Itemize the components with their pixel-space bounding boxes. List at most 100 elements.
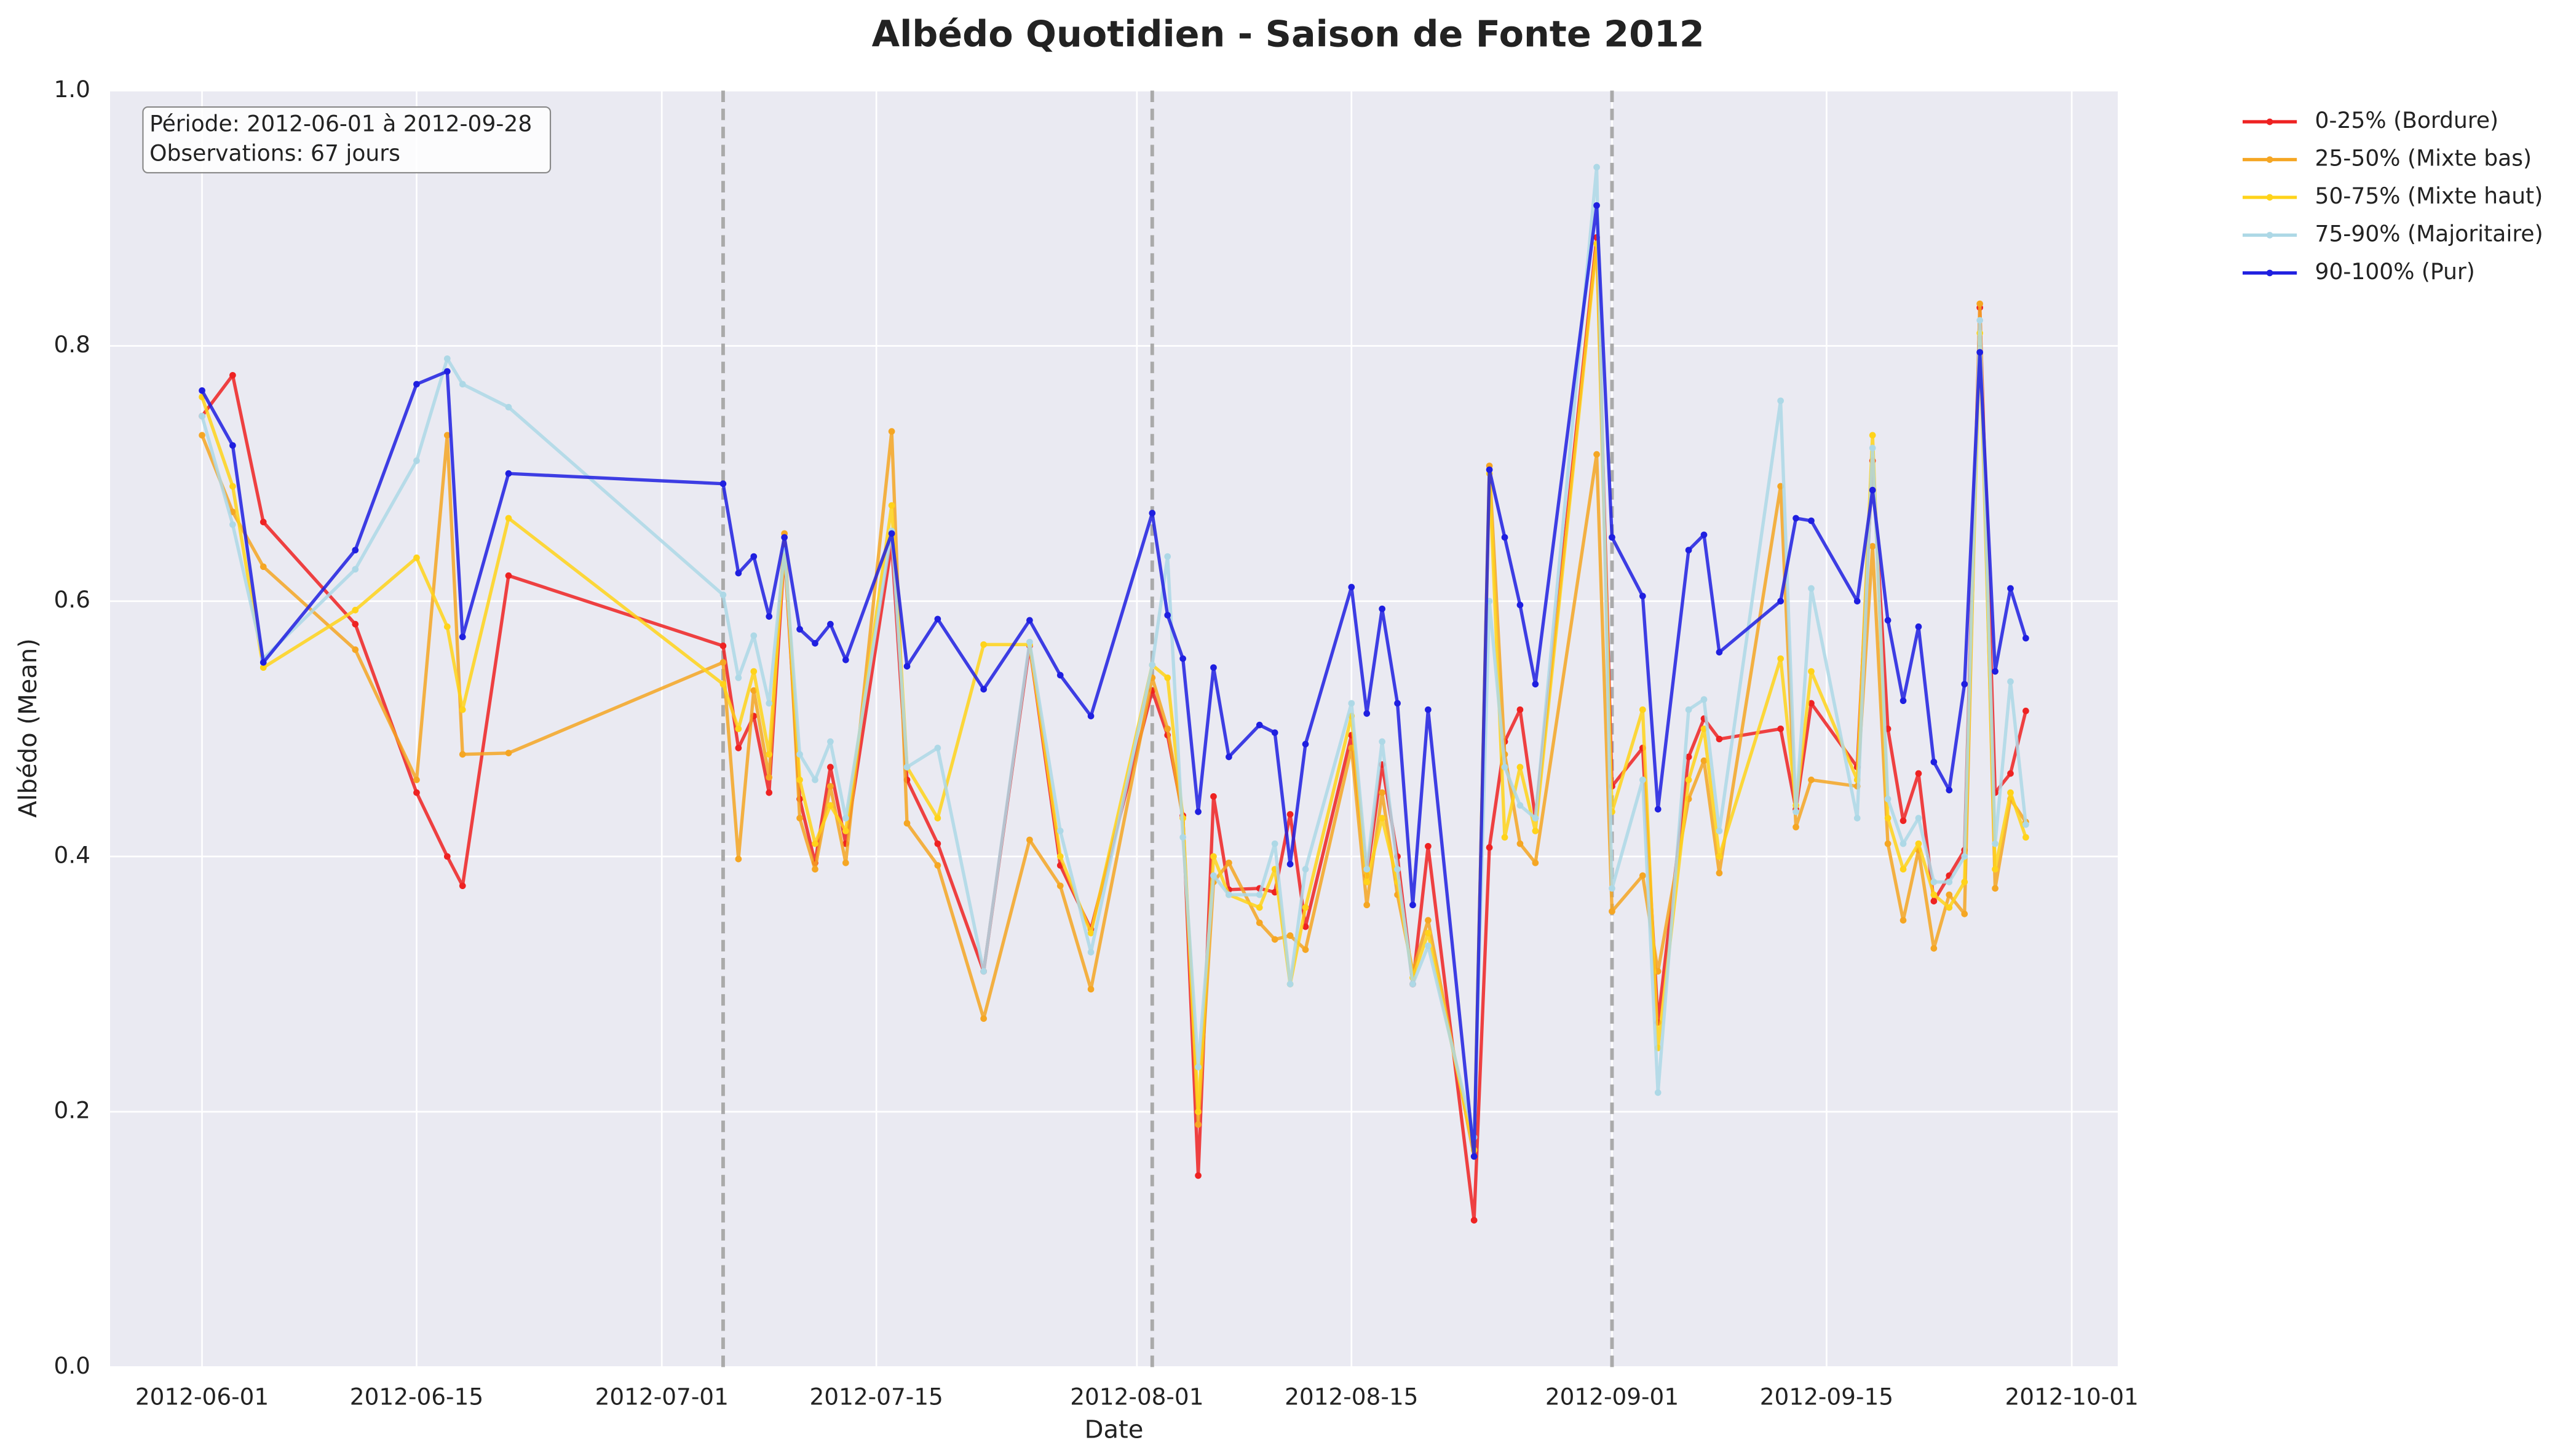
data-point: [259, 664, 267, 671]
data-point: [1915, 840, 1922, 847]
data-point: [1164, 725, 1171, 732]
data-point: [2007, 770, 2014, 777]
data-point: [1915, 770, 1922, 777]
x-tick-label: 2012-06-15: [350, 1383, 483, 1410]
data-point: [413, 457, 420, 464]
data-point: [1379, 815, 1385, 821]
data-point: [1808, 585, 1815, 592]
data-point: [934, 615, 941, 623]
data-point: [1808, 777, 1815, 783]
legend-label: 0-25% (Bordure): [2315, 108, 2499, 133]
data-point: [1793, 823, 1799, 831]
data-point: [1286, 811, 1294, 818]
data-point: [1164, 612, 1171, 619]
legend-marker: [2266, 156, 2273, 163]
data-point: [2022, 635, 2029, 642]
data-point: [1348, 584, 1355, 591]
data-point: [1915, 623, 1922, 630]
data-point: [1685, 547, 1692, 554]
data-point: [1149, 510, 1156, 516]
data-point: [199, 413, 205, 420]
x-tick-label: 2012-06-01: [135, 1383, 269, 1410]
data-point: [750, 668, 758, 675]
data-point: [1271, 936, 1278, 943]
data-point: [1226, 753, 1232, 761]
data-point: [1976, 349, 1983, 356]
data-point: [1302, 740, 1309, 748]
data-point: [1593, 164, 1600, 171]
data-point: [2007, 789, 2014, 796]
legend-label: 75-90% (Majoritaire): [2315, 221, 2543, 247]
data-point: [1026, 638, 1033, 646]
data-point: [1961, 853, 1968, 860]
data-point: [1087, 713, 1095, 719]
data-point: [505, 515, 512, 522]
data-point: [735, 674, 742, 681]
data-point: [1532, 828, 1539, 834]
data-point: [1302, 946, 1309, 953]
data-point: [766, 700, 773, 707]
data-point: [1256, 904, 1263, 911]
data-point: [1470, 1153, 1478, 1160]
data-point: [1026, 836, 1033, 844]
data-point: [1532, 859, 1539, 866]
data-point: [1808, 517, 1815, 524]
data-point: [352, 646, 359, 653]
data-point: [1179, 655, 1186, 662]
data-point: [980, 641, 987, 648]
y-tick-label: 0.6: [53, 586, 90, 613]
y-tick-label: 0.0: [53, 1352, 90, 1379]
data-point: [1685, 753, 1692, 761]
data-point: [1210, 664, 1217, 671]
data-point: [1884, 815, 1892, 821]
data-point: [719, 643, 727, 649]
data-point: [1777, 598, 1784, 605]
data-point: [842, 815, 849, 821]
data-point: [888, 502, 895, 509]
data-point: [812, 840, 818, 847]
data-point: [796, 777, 803, 783]
data-point: [1087, 949, 1095, 956]
data-point: [459, 751, 466, 758]
data-point: [1271, 840, 1278, 847]
data-point: [1056, 853, 1064, 860]
data-point: [459, 882, 466, 890]
data-point: [352, 620, 359, 628]
data-point: [766, 613, 773, 620]
data-point: [1286, 932, 1294, 939]
data-point: [1226, 859, 1232, 866]
data-point: [443, 432, 451, 439]
data-point: [1639, 706, 1646, 713]
data-point: [229, 371, 236, 379]
data-point: [505, 470, 512, 477]
y-axis-label: Albédo (Mean): [14, 638, 42, 818]
data-point: [1256, 919, 1263, 927]
data-point: [1379, 605, 1385, 612]
data-point: [812, 866, 818, 873]
annotation-box: [142, 106, 552, 174]
data-point: [1164, 674, 1171, 681]
data-point: [1516, 601, 1524, 609]
data-point: [1501, 764, 1508, 770]
data-point: [1164, 553, 1171, 560]
data-point: [1869, 486, 1876, 494]
legend-label: 50-75% (Mixte haut): [2315, 183, 2543, 209]
data-point: [1179, 834, 1186, 841]
data-point: [735, 855, 742, 863]
data-point: [1409, 901, 1416, 909]
data-point: [1808, 668, 1815, 675]
data-point: [1056, 671, 1064, 679]
data-point: [1593, 451, 1600, 458]
data-point: [1425, 706, 1432, 713]
legend: 0-25% (Bordure) 25-50% (Mixte bas) 50-75% …: [2243, 108, 2543, 285]
data-point: [459, 706, 466, 713]
data-point: [735, 569, 742, 577]
data-point: [1992, 885, 1999, 892]
y-tick-label: 1.0: [53, 76, 90, 103]
data-point: [796, 815, 803, 821]
data-point: [505, 572, 512, 579]
data-point: [750, 553, 758, 560]
data-point: [505, 750, 512, 757]
data-point: [1685, 777, 1692, 783]
data-point: [1930, 945, 1938, 952]
